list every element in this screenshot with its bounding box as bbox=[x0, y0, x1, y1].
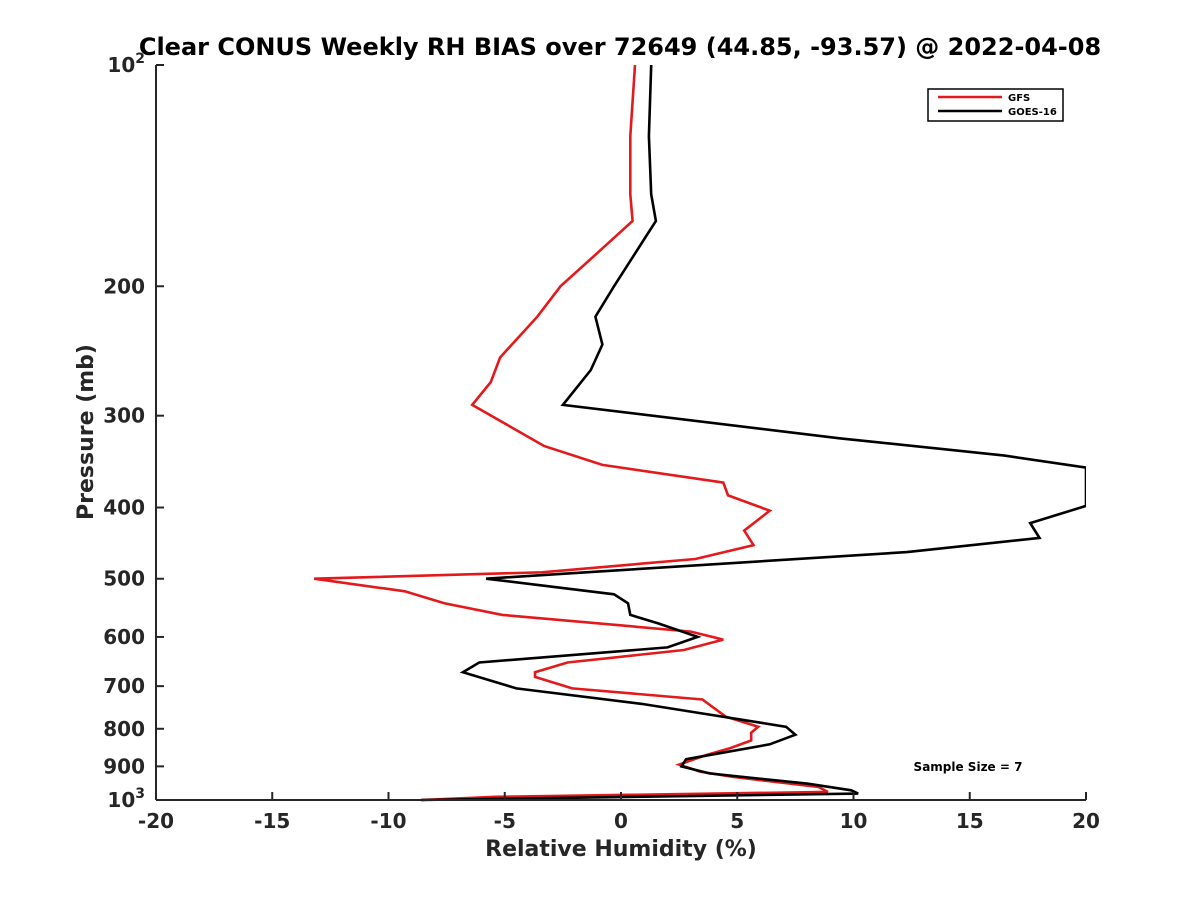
y-tick-label: 300 bbox=[103, 404, 145, 428]
y-tick-label: 500 bbox=[103, 567, 145, 591]
y-axis-label: Pressure (mb) bbox=[74, 344, 99, 520]
sample-size-annotation: Sample Size = 7 bbox=[914, 760, 1023, 774]
y-tick-label: 700 bbox=[103, 674, 145, 698]
y-tick-label: 102 bbox=[107, 51, 145, 77]
series-line-goes16 bbox=[421, 64, 1086, 802]
y-tick-label: 103 bbox=[107, 786, 145, 812]
legend: GFS GOES-16 bbox=[927, 88, 1064, 122]
x-tick-label: 0 bbox=[614, 809, 628, 833]
x-tick-label: 15 bbox=[956, 809, 984, 833]
x-axis-label: Relative Humidity (%) bbox=[485, 837, 757, 862]
x-tick-label: 10 bbox=[840, 809, 868, 833]
x-tick-label: 5 bbox=[730, 809, 744, 833]
x-tick-label: -15 bbox=[254, 809, 290, 833]
y-tick-label: 400 bbox=[103, 496, 145, 520]
x-tick-label: -5 bbox=[494, 809, 516, 833]
y-tick-label: 200 bbox=[103, 274, 145, 298]
legend-box bbox=[927, 88, 1064, 122]
y-tick-label: 900 bbox=[103, 754, 145, 778]
y-tick-label: 600 bbox=[103, 625, 145, 649]
x-tick-label: -10 bbox=[370, 809, 406, 833]
legend-label-goes16: GOES-16 bbox=[1008, 107, 1057, 118]
x-tick-label: 20 bbox=[1072, 809, 1100, 833]
y-tick-label: 800 bbox=[103, 717, 145, 741]
chart-title: Clear CONUS Weekly RH BIAS over 72649 (4… bbox=[139, 33, 1101, 61]
x-ticks: -20 -15 -10 -5 0 5 10 15 20 bbox=[138, 792, 1100, 833]
y-ticks: 102 200 300 400 500 600 700 800 900 103 bbox=[103, 51, 164, 812]
x-tick-label: -20 bbox=[138, 809, 174, 833]
series-layer bbox=[313, 64, 1086, 802]
legend-label-gfs: GFS bbox=[1008, 93, 1030, 104]
